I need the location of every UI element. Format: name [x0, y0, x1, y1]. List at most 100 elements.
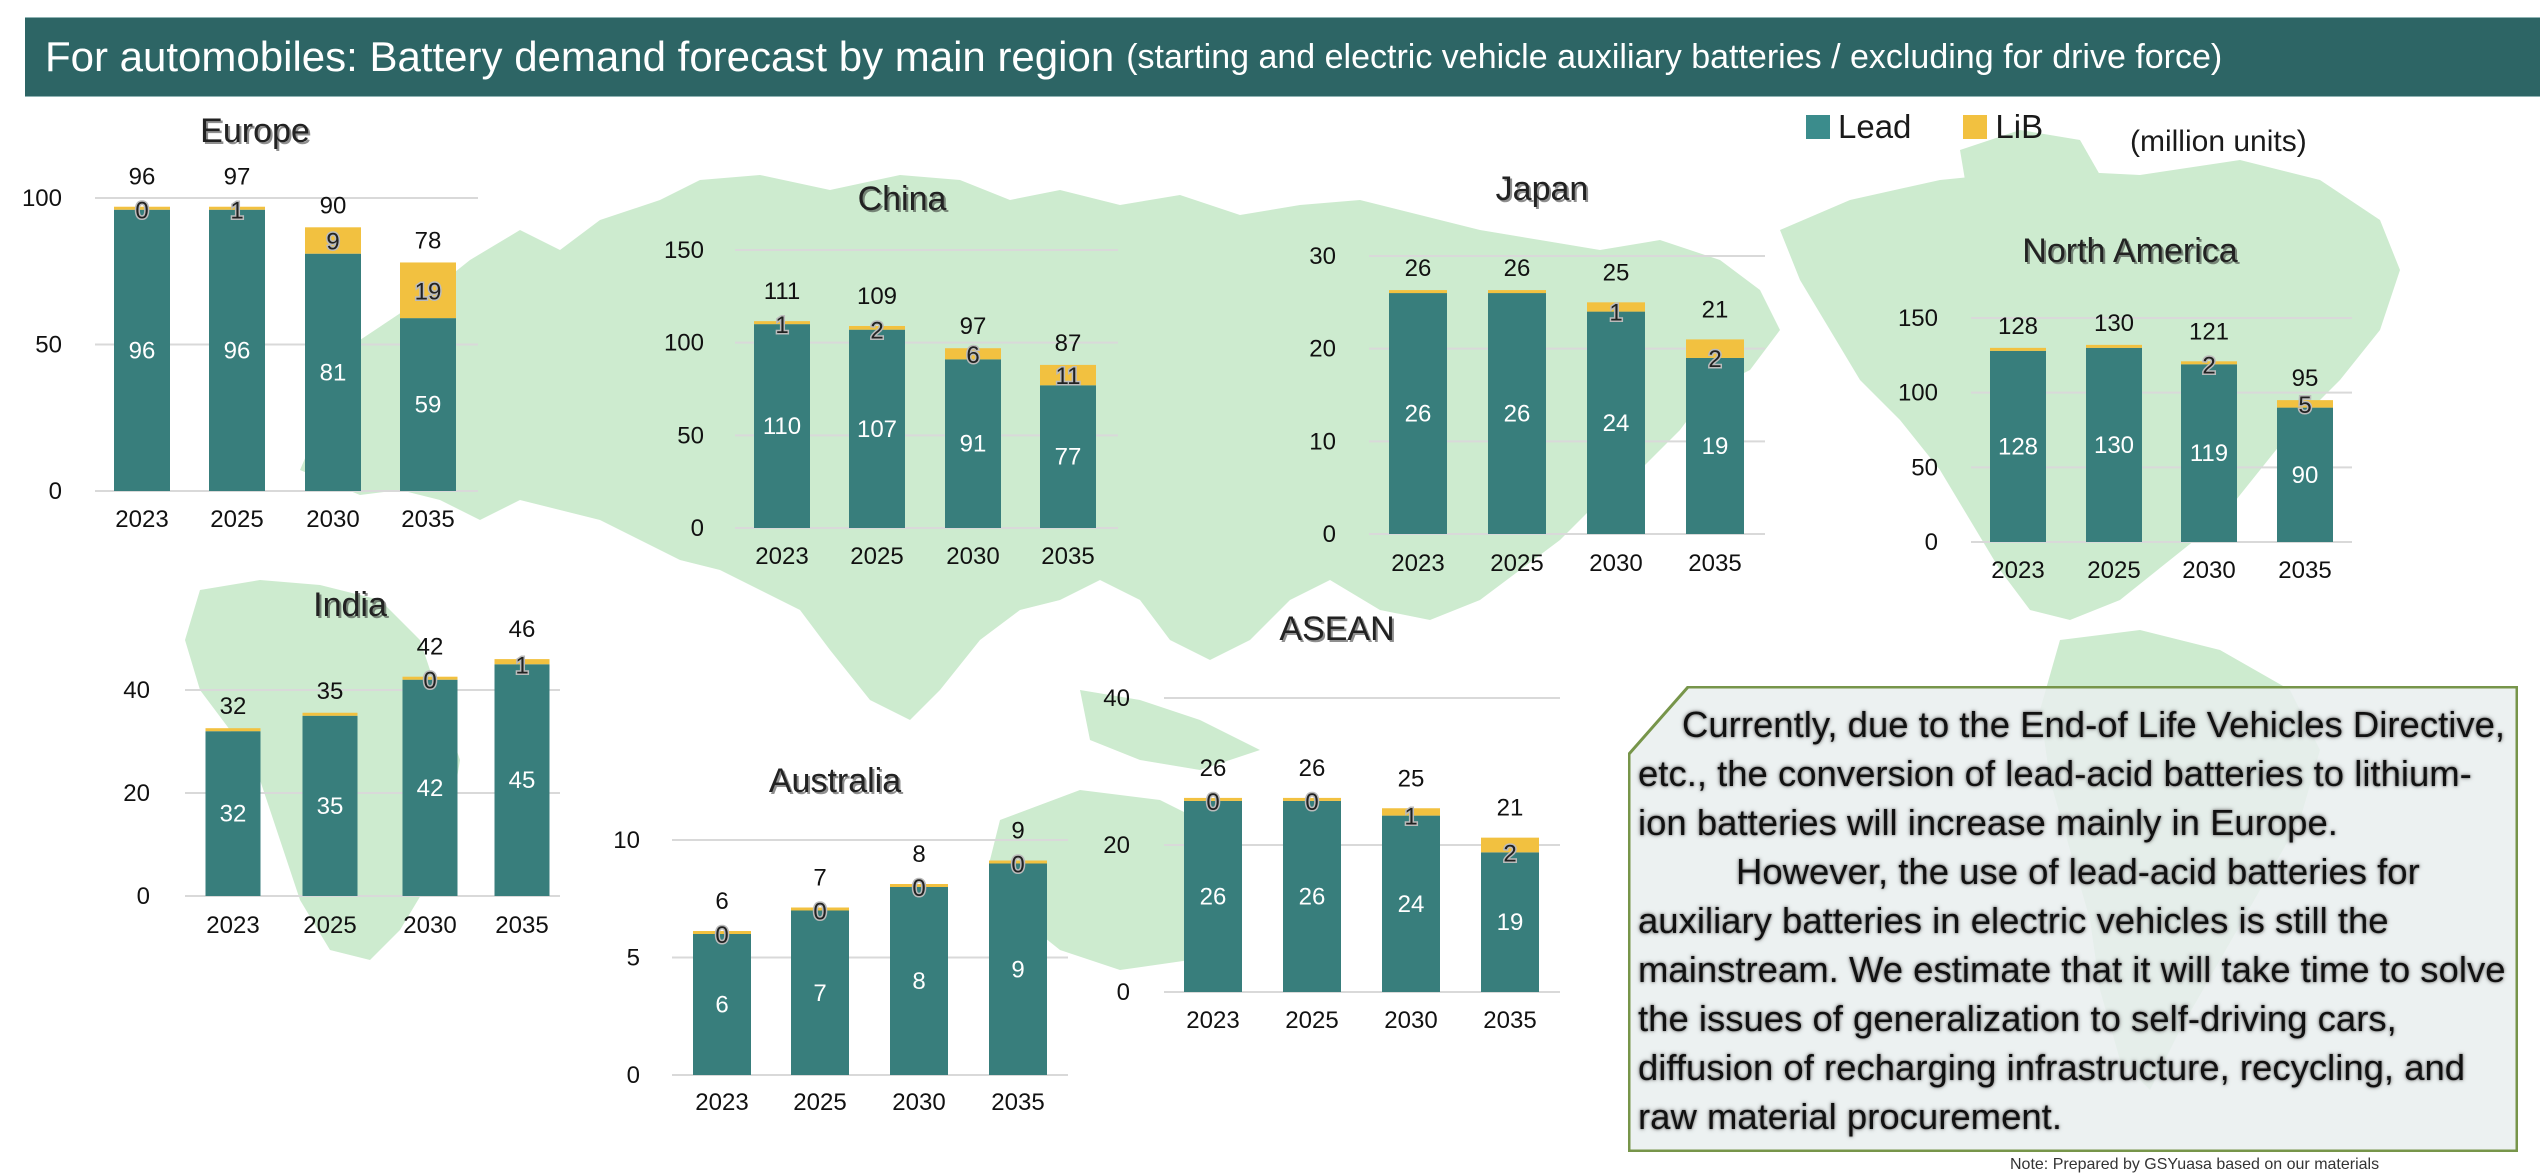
y-tick-label: 50 [35, 332, 62, 359]
y-tick-label: 30 [1309, 243, 1336, 270]
bar-lead [754, 324, 810, 528]
title-bar: For automobiles: Battery demand forecast… [25, 17, 2540, 97]
bar-lead [1990, 350, 2046, 542]
y-tick-label: 20 [1103, 832, 1130, 859]
chart-title-shadow: Japan [1498, 172, 1591, 210]
y-tick-label: 20 [123, 780, 150, 807]
bar-lib [1990, 347, 2046, 351]
total-value-label: 42 [417, 634, 444, 661]
lead-value-label: 6 [715, 992, 728, 1019]
bar-lib [1040, 364, 1096, 386]
total-value-label: 97 [960, 313, 987, 340]
units-label: (million units) [2130, 125, 2307, 158]
total-value-label: 32 [220, 693, 247, 720]
y-tick-label: 150 [664, 237, 704, 264]
bar-lib [1283, 797, 1341, 801]
total-value-label: 95 [2292, 365, 2319, 392]
x-category-label: 2025 [793, 1089, 846, 1116]
total-value-label: 26 [1405, 255, 1432, 282]
lead-value-label: 91 [960, 431, 987, 458]
bar-lib [2277, 400, 2333, 408]
bar-lead [1686, 357, 1744, 534]
bar-lead [305, 253, 361, 491]
lib-value-label: 2 [870, 318, 883, 345]
legend-swatch-lead [1806, 115, 1830, 139]
bar-lead [1283, 800, 1341, 992]
bar-lib [890, 884, 948, 887]
chart-title: ASEAN [1279, 610, 1394, 648]
x-category-label: 2035 [2278, 557, 2331, 584]
legend-label-lead: Lead [1838, 108, 1912, 145]
chart-europe: EuropeEurope0501009609620239619720258199… [22, 112, 478, 533]
chart-title: China [858, 180, 947, 218]
lead-value-label: 96 [224, 337, 251, 364]
source-note: Note: Prepared by GSYuasa based on our m… [2010, 1156, 2380, 1173]
x-category-label: 2025 [210, 506, 263, 533]
total-value-label: 6 [715, 888, 728, 915]
lib-value-label: 0 [1206, 789, 1219, 816]
total-value-label: 25 [1603, 259, 1630, 286]
x-category-label: 2030 [2182, 557, 2235, 584]
total-value-label: 90 [320, 192, 347, 219]
total-value-label: 130 [2094, 310, 2134, 337]
bar-lead [1488, 293, 1546, 534]
y-tick-label: 100 [22, 185, 62, 212]
x-category-label: 2025 [850, 543, 903, 570]
lib-value-label: 0 [813, 899, 826, 926]
x-category-label: 2030 [306, 506, 359, 533]
chart-title-shadow: ASEAN [1281, 612, 1396, 650]
x-category-label: 2023 [755, 543, 808, 570]
total-value-label: 26 [1200, 755, 1227, 782]
bar-lead [400, 318, 456, 491]
y-tick-label: 0 [691, 515, 704, 542]
lead-value-label: 7 [813, 980, 826, 1007]
lib-value-label: 1 [775, 312, 788, 339]
bar-lead [989, 863, 1047, 1075]
bar-lib [989, 860, 1047, 864]
y-tick-label: 40 [1103, 685, 1130, 712]
bar-lead [1481, 852, 1539, 992]
lead-value-label: 8 [912, 968, 925, 995]
lead-value-label: 128 [1998, 433, 2038, 460]
y-tick-label: 5 [627, 945, 640, 972]
bar-lib [494, 659, 550, 665]
y-tick-label: 20 [1309, 336, 1336, 363]
chart-title-shadow: India [315, 588, 389, 626]
y-tick-label: 100 [1898, 380, 1938, 407]
lead-value-label: 119 [2190, 440, 2228, 467]
lib-value-label: 0 [1305, 789, 1318, 816]
bar-lib [2181, 361, 2237, 365]
lib-value-label: 1 [230, 198, 243, 225]
x-category-label: 2030 [1384, 1007, 1437, 1034]
x-category-label: 2023 [695, 1089, 748, 1116]
bar-lead [114, 209, 170, 491]
total-value-label: 97 [224, 164, 251, 191]
legend: Lead LiB [1806, 108, 2095, 146]
y-tick-label: 150 [1898, 305, 1938, 332]
chart-india: IndiaIndia020403232202335352025420422030… [123, 586, 560, 939]
page-title: For automobiles: Battery demand forecast… [45, 33, 1115, 80]
bar-lib [1686, 339, 1744, 358]
x-category-label: 2025 [2087, 557, 2140, 584]
bar-lead [1389, 293, 1447, 534]
map-greenland [1960, 130, 2100, 200]
x-category-label: 2030 [892, 1089, 945, 1116]
x-category-label: 2025 [1490, 550, 1543, 577]
lead-value-label: 26 [1504, 401, 1531, 428]
total-value-label: 35 [317, 678, 344, 705]
bar-lib [1184, 797, 1242, 801]
chart-title-shadow: Australia [771, 764, 903, 802]
total-value-label: 121 [2189, 318, 2229, 345]
bar-lib [849, 325, 905, 330]
lead-value-label: 42 [417, 775, 444, 802]
x-category-label: 2030 [946, 543, 999, 570]
lead-value-label: 77 [1055, 444, 1082, 471]
bar-lead [693, 934, 751, 1075]
total-value-label: 9 [1011, 818, 1024, 845]
legend-item-lead: Lead [1806, 108, 1911, 146]
lib-value-label: 19 [415, 278, 442, 305]
commentary-paragraph-2: However, the use of lead-acid batteries … [1638, 851, 2506, 1137]
x-category-label: 2023 [1391, 550, 1444, 577]
lead-value-label: 35 [317, 793, 344, 820]
